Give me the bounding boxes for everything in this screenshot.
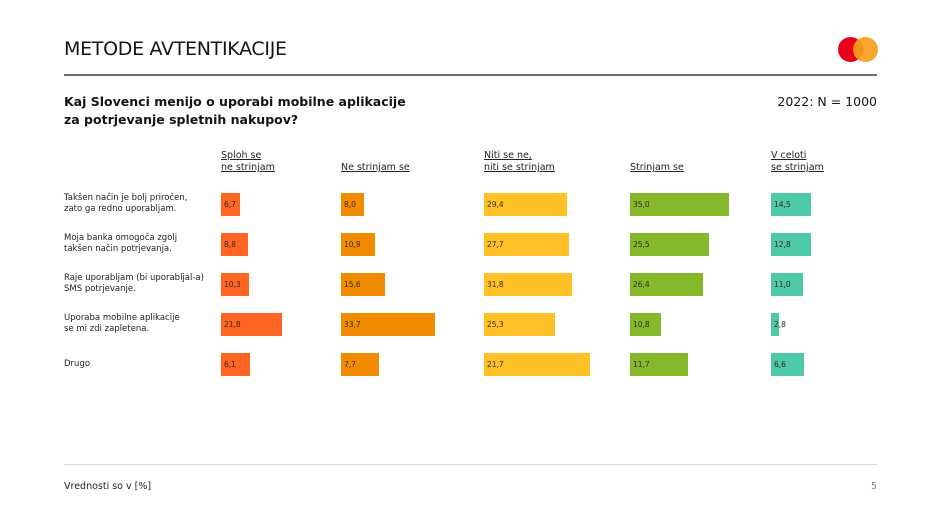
column-header-line: niti se strinjam xyxy=(484,162,555,173)
bar-value: 10,3 xyxy=(221,273,249,296)
bar-value: 6,6 xyxy=(771,353,804,376)
column-header-neutral: Niti se ne, niti se strinjam xyxy=(484,150,555,174)
bar-value: 33,7 xyxy=(341,313,435,336)
row-label-line: se mi zdi zapletena. xyxy=(64,324,150,334)
row-label-line: Drugo xyxy=(64,359,91,369)
bar-value: 21,8 xyxy=(221,313,282,336)
header-divider xyxy=(64,74,877,76)
bar-value: 29,4 xyxy=(484,193,567,216)
question-line-2: za potrjevanje spletnih nakupov? xyxy=(64,112,299,127)
bar-value: 31,8 xyxy=(484,273,572,296)
page-number: 5 xyxy=(870,481,877,492)
column-header-agree: Strinjam se xyxy=(630,162,684,174)
bar-value: 26,4 xyxy=(630,273,703,296)
bar-value: 8,8 xyxy=(221,233,248,256)
page-title: METODE AVTENTIKACIJE xyxy=(64,38,287,60)
bar-value: 6,1 xyxy=(221,353,250,376)
column-header-strongly-disagree: Sploh se ne strinjam xyxy=(221,150,275,174)
bar-value: 25,3 xyxy=(484,313,555,336)
column-header-line: V celoti xyxy=(771,150,807,161)
bar-value: 6,7 xyxy=(221,193,240,216)
logo-orange-circle xyxy=(853,37,878,62)
row-label-other: Drugo xyxy=(64,359,214,370)
row-label-line: zato ga redno uporabljam. xyxy=(64,204,177,214)
bar-value: 21,7 xyxy=(484,353,590,376)
mastercard-logo-icon xyxy=(838,37,880,63)
bar-value: 15,6 xyxy=(341,273,385,296)
row-label-complicated: Uporaba mobilne aplikacije se mi zdi zap… xyxy=(64,313,214,335)
bar-value: 12,8 xyxy=(771,233,811,256)
question-line-1: Kaj Slovenci menijo o uporabi mobilne ap… xyxy=(64,94,406,109)
bar-value: 14,5 xyxy=(771,193,811,216)
bar-value: 11,0 xyxy=(771,273,803,296)
sample-size: 2022: N = 1000 xyxy=(777,94,877,109)
column-header-disagree: Ne strinjam se xyxy=(341,162,410,174)
row-label-line: Takšen način je bolj priročen, xyxy=(64,193,188,203)
bar-value: 11,7 xyxy=(630,353,688,376)
row-label-prefer-sms: Raje uporabljam (bi uporabljal-a) SMS po… xyxy=(64,273,214,295)
row-label-line: Moja banka omogoča zgolj xyxy=(64,233,178,243)
footer-divider xyxy=(64,464,877,465)
bar-value: 2,8 xyxy=(771,313,786,336)
column-header-line: se strinjam xyxy=(771,162,824,173)
column-header-line: Ne strinjam se xyxy=(341,162,410,173)
row-label-line: takšen način potrjevanja. xyxy=(64,244,172,254)
bar-value: 7,7 xyxy=(341,353,379,376)
row-label-convenient: Takšen način je bolj priročen, zato ga r… xyxy=(64,193,214,215)
chart-question: Kaj Slovenci menijo o uporabi mobilne ap… xyxy=(64,93,424,129)
row-label-line: Raje uporabljam (bi uporabljal-a) xyxy=(64,273,204,283)
column-header-line: ne strinjam xyxy=(221,162,275,173)
bar-value: 25,5 xyxy=(630,233,709,256)
column-header-strongly-agree: V celoti se strinjam xyxy=(771,150,824,174)
bar-value: 10,8 xyxy=(630,313,661,336)
bar-value: 35,0 xyxy=(630,193,729,216)
column-header-line: Strinjam se xyxy=(630,162,684,173)
row-label-line: SMS potrjevanje. xyxy=(64,284,136,294)
column-header-line: Sploh se xyxy=(221,150,262,161)
bar-value: 10,9 xyxy=(341,233,375,256)
row-label-bank-only: Moja banka omogoča zgolj takšen način po… xyxy=(64,233,214,255)
values-unit-note: Vrednosti so v [%] xyxy=(64,481,152,492)
column-header-line: Niti se ne, xyxy=(484,150,532,161)
bar-value: 8,0 xyxy=(341,193,364,216)
row-label-line: Uporaba mobilne aplikacije xyxy=(64,313,180,323)
bar-value: 27,7 xyxy=(484,233,569,256)
